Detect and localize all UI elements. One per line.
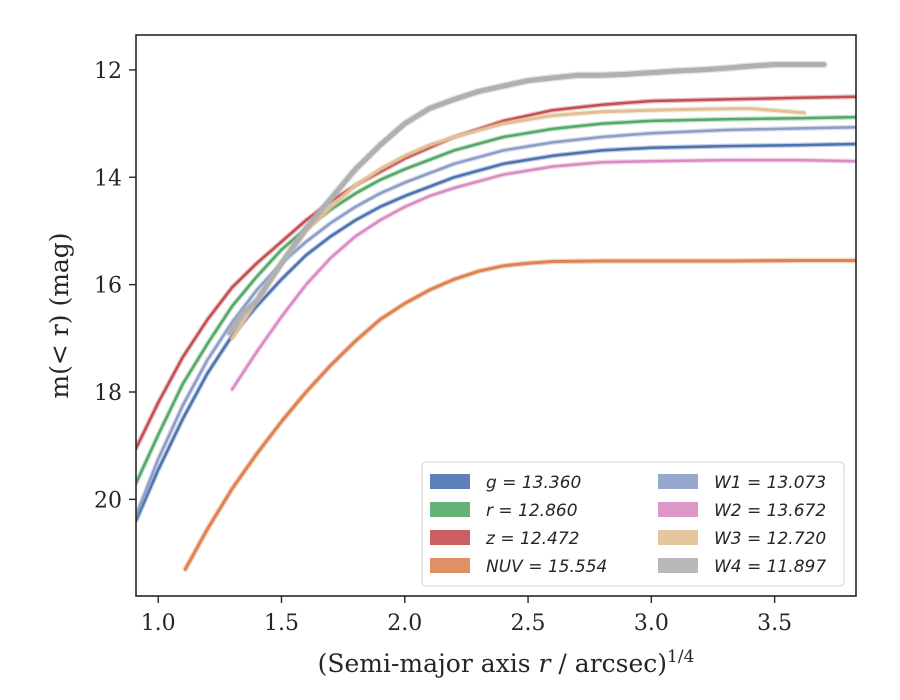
y-tick-label: 16 [94, 274, 122, 299]
series-line-w4 [227, 62, 827, 336]
series-band-z [136, 94, 856, 451]
legend-label-w3: W3 = 12.720 [714, 529, 826, 549]
y-tick-label: 18 [94, 381, 122, 406]
legend-swatch-w1 [658, 474, 698, 489]
legend-swatch-z [430, 530, 470, 545]
legend-label-w2: W2 = 13.672 [714, 501, 826, 521]
plot-frame [135, 34, 857, 597]
legend-swatch-w2 [658, 502, 698, 517]
y-axis-title: m(< r) (mag) [45, 232, 74, 398]
legend-label-g: g = 13.360 [486, 473, 581, 493]
legend-label-z: z = 12.472 [485, 529, 579, 549]
series-band-w2 [229, 157, 856, 392]
x-axis-title: (Semi-major axis r / arcsec)1/4 [318, 647, 695, 678]
y-tick-label: 20 [94, 488, 122, 513]
series-line-w1 [136, 126, 856, 517]
legend-label-nuv: NUV = 15.554 [486, 557, 607, 577]
x-axis: 1.0 1.5 2.0 2.5 3.0 3.5 [141, 596, 792, 636]
legend-label-r: r = 12.860 [486, 501, 578, 521]
y-axis: 12 14 16 18 20 [94, 59, 136, 513]
x-tick-label: 3.0 [634, 611, 669, 636]
x-tick-label: 1.0 [141, 611, 176, 636]
legend-swatch-w4 [658, 558, 698, 573]
legend-swatch-nuv [430, 558, 470, 573]
series-line-r [136, 115, 856, 485]
series-band-w3 [229, 105, 807, 342]
legend-swatch-r [430, 502, 470, 517]
series-line-w2 [230, 158, 856, 391]
x-tick-label: 2.0 [387, 611, 422, 636]
x-tick-label: 3.5 [757, 611, 792, 636]
legend-swatch-w3 [658, 530, 698, 545]
legend-swatch-g [430, 474, 470, 489]
legend-label-w4: W4 = 11.897 [714, 557, 826, 577]
series-line-nuv [183, 259, 856, 571]
series-band-r [136, 114, 856, 486]
series-line-w3 [230, 107, 806, 340]
series-line-g [136, 142, 856, 523]
series-band-w4 [225, 60, 828, 337]
y-tick-label: 14 [94, 166, 122, 191]
x-tick-label: 2.5 [511, 611, 546, 636]
legend: g = 13.360 r = 12.860 z = 12.472 NUV = 15.5… [421, 461, 845, 587]
x-tick-label: 1.5 [264, 611, 299, 636]
legend-box [421, 461, 845, 587]
y-tick-label: 12 [94, 59, 122, 84]
series-layer [136, 60, 856, 572]
legend-label-w1: W1 = 13.073 [714, 473, 826, 493]
